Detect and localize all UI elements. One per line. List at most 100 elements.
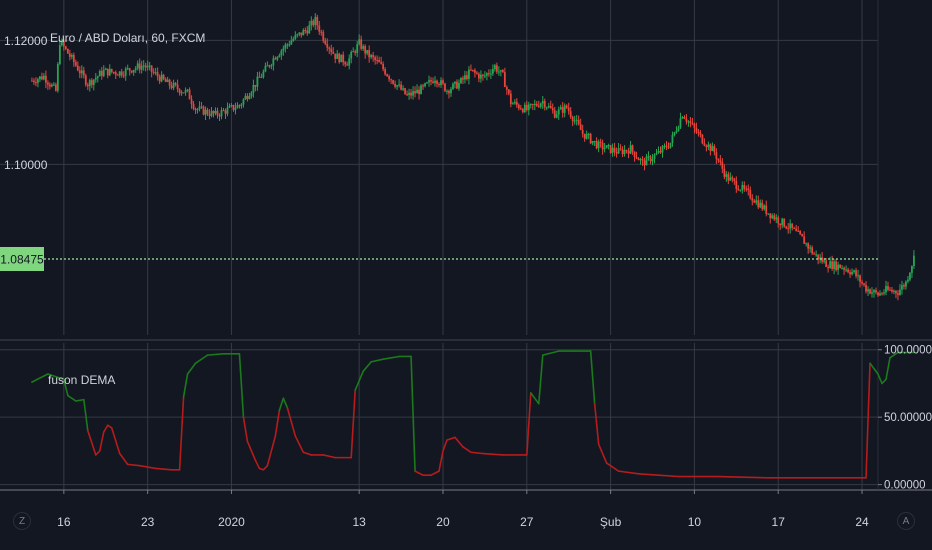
candle-body (320, 31, 323, 33)
candle-body (891, 289, 893, 292)
candle-body (559, 107, 562, 110)
indicator-segment (31, 373, 49, 383)
indicator-segment (87, 429, 97, 456)
candle-body (37, 79, 39, 83)
candle-body (543, 101, 546, 108)
candle-body (296, 34, 299, 36)
candle-body (531, 104, 534, 106)
candle-body (384, 69, 387, 75)
candle-body (719, 160, 722, 163)
candle-body (368, 50, 371, 58)
candle-body (274, 58, 277, 60)
candle-body (190, 99, 193, 105)
candle-body (294, 35, 297, 39)
candle-body (262, 71, 265, 78)
candle-body (507, 89, 510, 94)
indicator-segment (865, 362, 871, 479)
candle-body (184, 90, 187, 93)
candle-body (747, 188, 750, 191)
time-tick-label: 27 (520, 515, 534, 529)
indicator-segment (282, 397, 289, 409)
indicator-segment (470, 451, 484, 455)
candle-body (631, 145, 634, 152)
candle-body (188, 89, 191, 100)
price-tick-label: 1.12000 (4, 34, 48, 48)
candle-body (619, 148, 622, 150)
candle-body (513, 101, 516, 104)
candle-body (304, 29, 307, 31)
indicator-segment (462, 446, 472, 454)
candle-body (404, 88, 406, 95)
candle-body (905, 281, 907, 287)
auto-scale-button[interactable]: A (897, 512, 915, 530)
candle-body (853, 270, 855, 272)
candle-body (785, 226, 788, 229)
candle-body (254, 84, 257, 87)
candle-body (238, 105, 241, 107)
candle-body (691, 123, 694, 125)
candle-body (392, 80, 395, 84)
candle-body (388, 76, 391, 80)
candle-body (338, 53, 341, 63)
candle-body (827, 267, 830, 269)
indicator-segment (246, 440, 257, 462)
candle-body (623, 150, 626, 155)
candle-body (482, 74, 484, 76)
candle-body (166, 79, 169, 82)
indicator-segment (186, 362, 197, 375)
time-tick-label: 24 (855, 515, 869, 529)
candle-body (378, 60, 381, 63)
price-tick-label: 1.10000 (4, 158, 48, 172)
candle-body (142, 65, 145, 67)
candle-body (462, 78, 464, 80)
indicator-segment (63, 378, 69, 397)
indicator-segment (446, 436, 456, 441)
candle-body (110, 68, 113, 73)
candle-body (70, 54, 73, 57)
candle-body (657, 150, 660, 154)
candle-body (515, 101, 518, 105)
candle-body (835, 261, 837, 270)
candle-body (88, 80, 91, 87)
candle-body (771, 215, 774, 219)
candle-body (649, 156, 652, 162)
candle-body (314, 16, 317, 25)
candle-body (452, 83, 454, 90)
indicator-segment (541, 350, 560, 356)
candle-body (745, 188, 748, 190)
indicator-tick-label: 50.00000 (884, 412, 932, 424)
time-tick-label: 2020 (218, 515, 245, 529)
candle-body (821, 257, 824, 262)
candle-body (659, 150, 662, 153)
candle-body (629, 145, 632, 154)
candle-body (288, 44, 291, 46)
candle-body (903, 285, 905, 287)
candle-body (418, 89, 420, 95)
candle-body (300, 32, 303, 36)
candle-body (809, 247, 812, 249)
candle-body (306, 30, 309, 34)
candle-body (370, 55, 373, 58)
candle-body (603, 148, 606, 150)
candle-body (535, 103, 538, 106)
candle-body (869, 289, 871, 294)
candle-body (759, 202, 762, 208)
candle-body (615, 152, 618, 154)
candle-body (763, 205, 766, 210)
candle-body (775, 217, 778, 220)
time-tick-label: 13 (353, 515, 367, 529)
candle-body (43, 75, 45, 80)
candle-body (609, 145, 612, 153)
candle-body (80, 70, 83, 74)
candle-body (180, 92, 183, 94)
timezone-button[interactable]: Z (13, 512, 31, 530)
candle-body (769, 213, 772, 219)
candle-body (374, 57, 377, 61)
candle-body (84, 75, 87, 85)
candle-body (669, 142, 672, 148)
candle-body (911, 266, 913, 273)
candle-body (579, 124, 582, 131)
candle-body (505, 87, 508, 90)
candle-body (589, 134, 592, 144)
